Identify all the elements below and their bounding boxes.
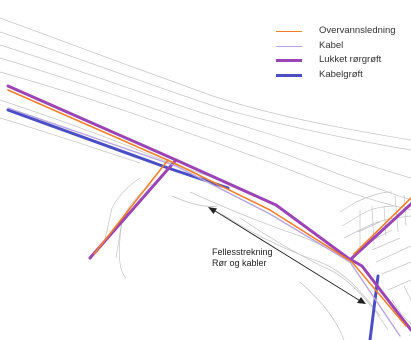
annotation-line-2: Rør og kabler [212, 258, 267, 268]
legend-label-overvannsledning: Overvannsledning [319, 25, 396, 36]
base-map-lines [0, 17, 411, 340]
legend-label-kabel: Kabel [319, 39, 344, 51]
legend: Overvannsledning Kabel Lukket rørgrøft K… [276, 25, 406, 83]
fellesstrekning-arrow [208, 207, 366, 304]
fellesstrekning-annotation: Fellesstrekning Rør og kabler [212, 247, 273, 269]
annotation-line-1: Fellesstrekning [212, 247, 273, 257]
kabel-line-main [7, 107, 401, 337]
legend-swatch-overvannsledning [276, 31, 302, 32]
legend-item-kabel: Kabel [276, 40, 406, 55]
overvannsledning-line-main [7, 89, 407, 327]
legend-swatch-kabel [276, 45, 302, 47]
legend-label-kabelgroft: Kabelgrøft [319, 68, 363, 80]
legend-label-lukket-rorgroft: Lukket rørgrøft [319, 54, 382, 65]
legend-swatch-kabelgroft [276, 73, 302, 77]
lukket-rorgroft-line-north [350, 202, 411, 260]
lukket-rorgroft-line-main [6, 84, 411, 332]
legend-item-lukket-rorgroft: Lukket rørgrøft [276, 54, 406, 69]
overvannsledning-line-north [353, 197, 411, 255]
overvannsledning-line-branch [93, 159, 169, 255]
legend-item-kabelgroft: Kabelgrøft [276, 69, 406, 84]
legend-item-overvannsledning: Overvannsledning [276, 25, 406, 40]
legend-swatch-lukket-rorgroft [276, 59, 302, 62]
